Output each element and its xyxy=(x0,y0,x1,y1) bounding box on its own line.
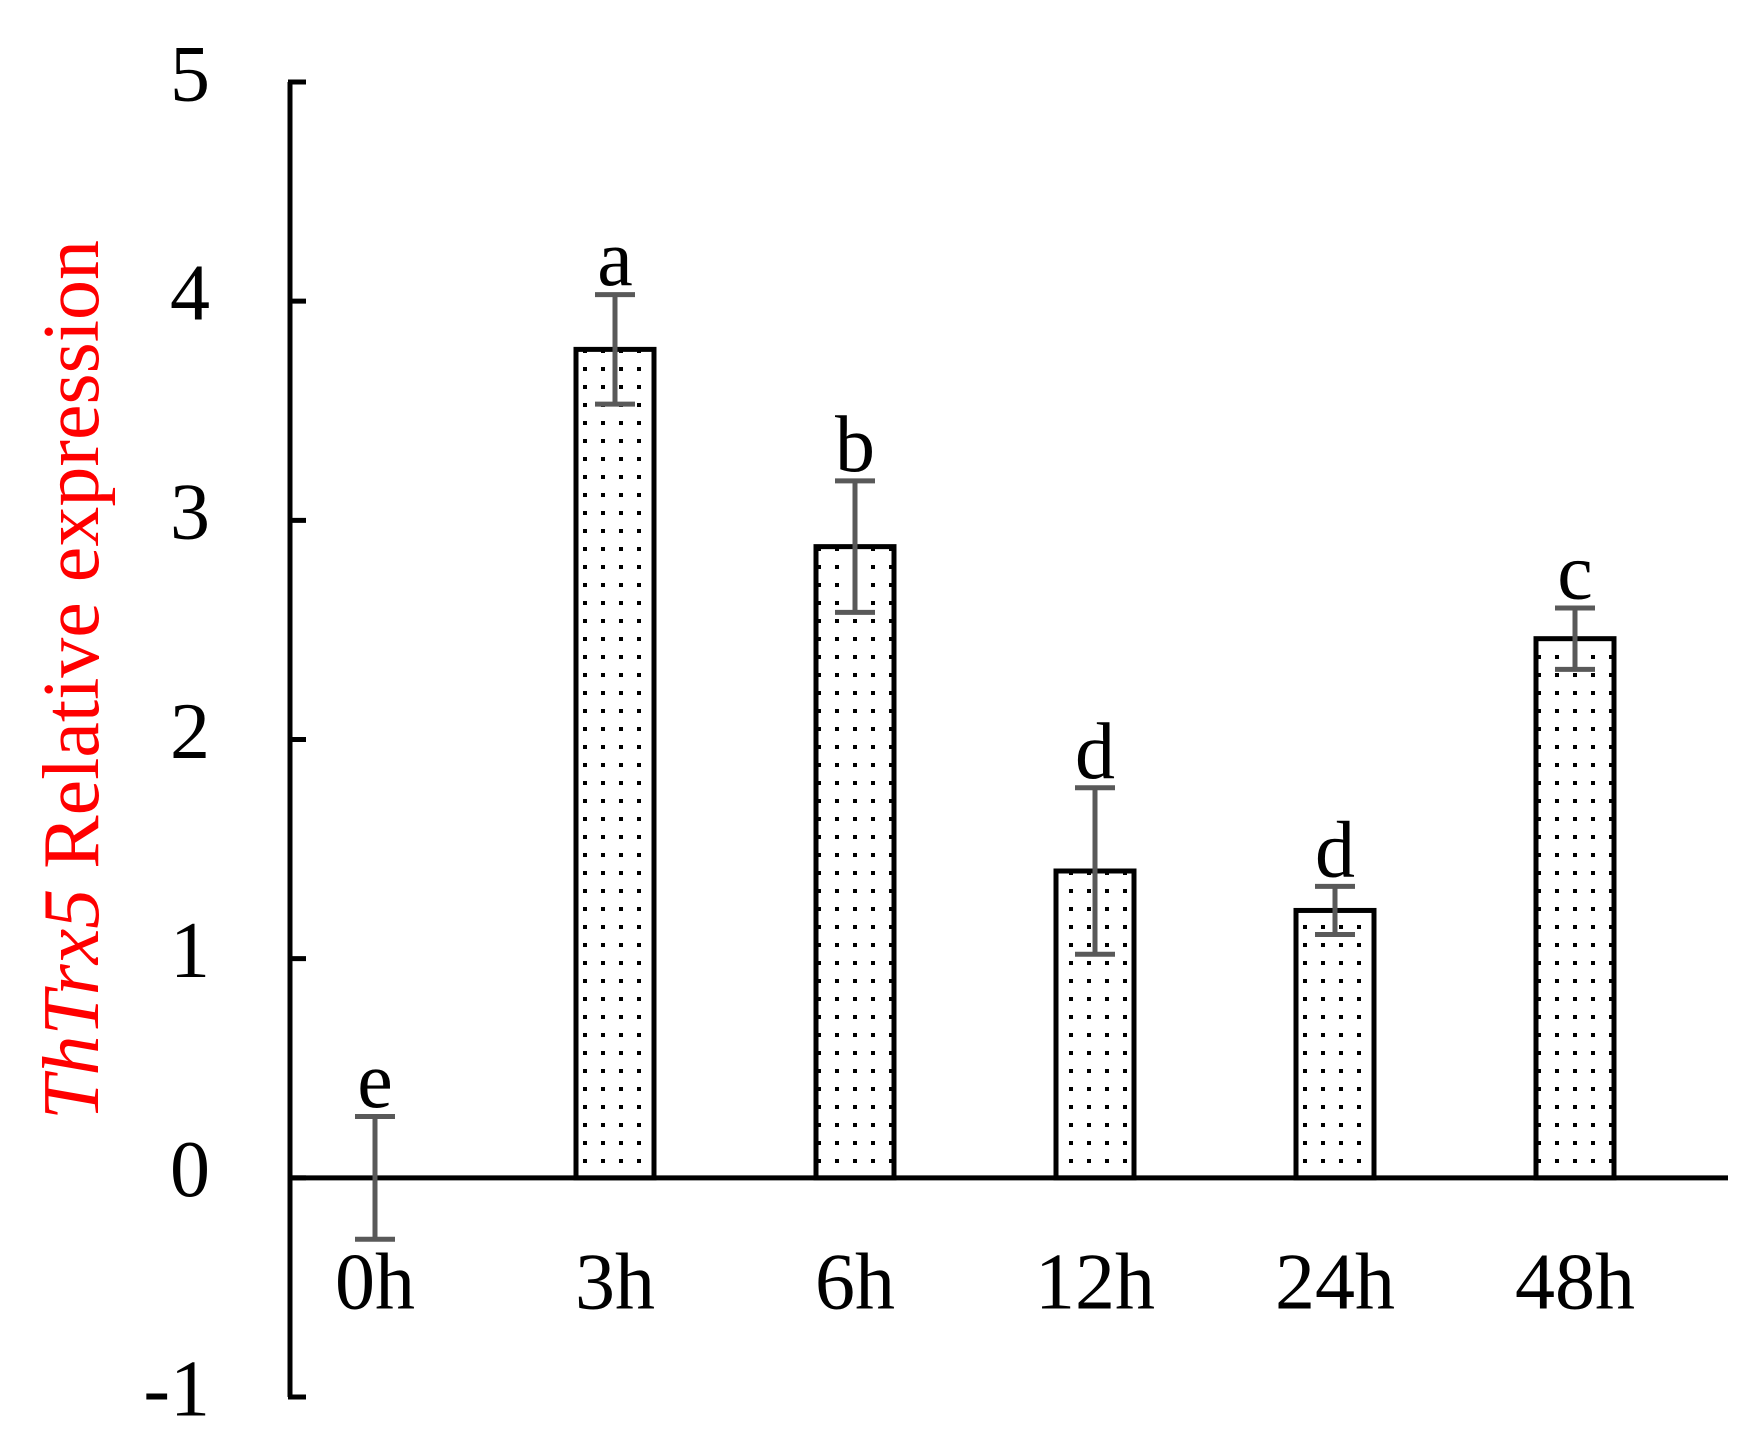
x-tick-label: 48h xyxy=(1515,1238,1635,1326)
y-axis-label-gene: ThTrx5 xyxy=(28,889,116,1120)
x-tick-label: 24h xyxy=(1275,1238,1395,1326)
bar xyxy=(1533,636,1617,1181)
y-axis-label: ThTrx5 Relative expression xyxy=(28,240,116,1120)
x-tick-label: 0h xyxy=(335,1238,415,1326)
bar xyxy=(1293,907,1377,1181)
significance-letter: b xyxy=(835,401,875,489)
y-tick-label: 1 xyxy=(170,907,210,995)
x-tick-label: 3h xyxy=(575,1238,655,1326)
x-tick-label: 6h xyxy=(815,1238,895,1326)
y-axis-label-text: Relative expression xyxy=(28,240,116,869)
y-tick-label: 3 xyxy=(170,469,210,557)
significance-letter: a xyxy=(597,215,633,303)
significance-letter: d xyxy=(1315,807,1355,895)
y-tick-label: 2 xyxy=(170,688,210,776)
significance-letter: c xyxy=(1557,528,1593,616)
y-tick-label: 0 xyxy=(170,1126,210,1214)
bar xyxy=(813,544,897,1181)
significance-letter: e xyxy=(357,1037,393,1125)
y-tick-label: 4 xyxy=(170,250,210,338)
x-tick-label: 12h xyxy=(1035,1238,1155,1326)
y-tick-label: 5 xyxy=(170,30,210,118)
y-tick-label: -1 xyxy=(143,1345,210,1433)
bar xyxy=(573,346,657,1181)
significance-letter: d xyxy=(1075,708,1115,796)
